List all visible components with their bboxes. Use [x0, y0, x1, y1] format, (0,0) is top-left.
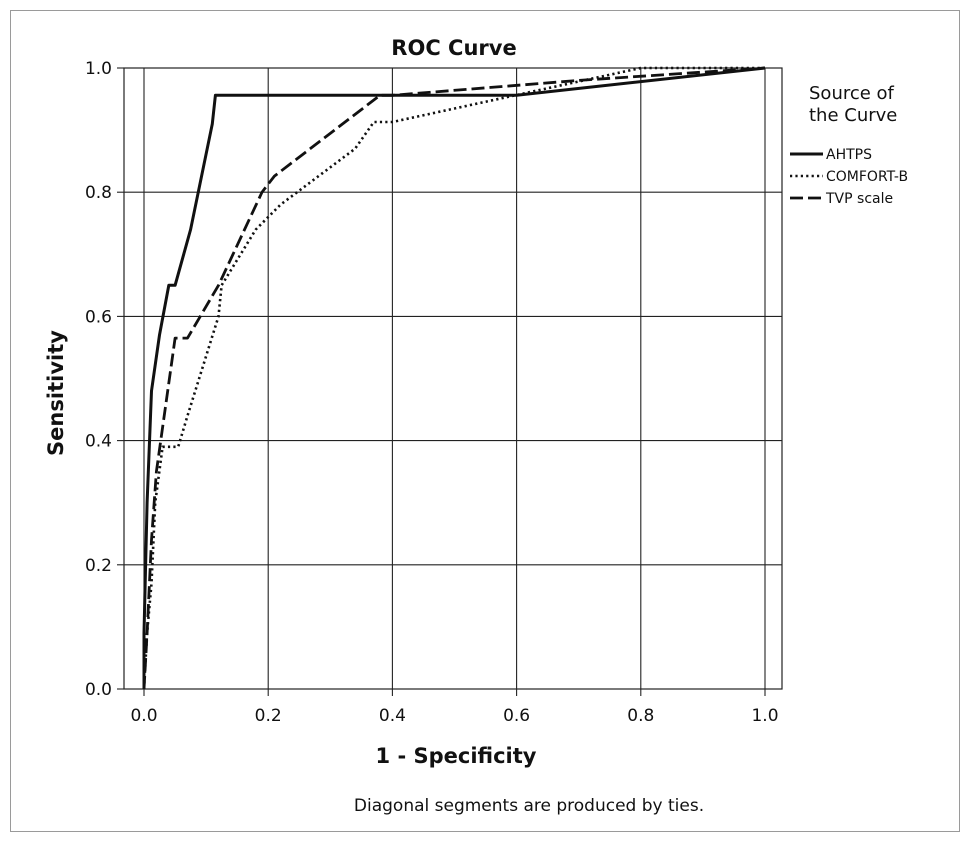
roc-chart: ROC Curve 0.0 0.2 0.4 0.6 0.8 1.0 0.00.20.40.… — [44, 36, 908, 816]
legend-item-tvp-scale: TVP scale — [790, 191, 893, 207]
series-line-ahtps — [142, 66, 766, 689]
y-tick-label: 0.0 — [85, 680, 112, 700]
x-axis-label: 1 - Specificity — [376, 744, 537, 768]
series-line-tvp-scale — [142, 66, 766, 690]
chart-frame: ROC Curve 0.0 0.2 0.4 0.6 0.8 1.0 0.0 0.2 0.4 0.… — [10, 10, 960, 832]
x-tick-label: 0.0 — [130, 706, 157, 726]
legend-label: COMFORT-B — [826, 169, 908, 185]
y-tick-label: 0.8 — [85, 183, 112, 203]
series-line-comfort-b — [142, 66, 765, 690]
y-tick-label: 0.2 — [85, 556, 112, 576]
x-tick-label: 0.2 — [255, 706, 282, 726]
legend: Source of the Curve AHTPS COMFORT-B TVP sc… — [790, 83, 908, 207]
y-axis-label: Sensitivity — [44, 330, 68, 456]
x-tick-label: 1.0 — [751, 706, 778, 726]
x-tick-label: 0.8 — [627, 706, 654, 726]
legend-title-line-2: the Curve — [809, 105, 897, 126]
x-tick-label: 0.4 — [379, 706, 406, 726]
x-axis-ticks: 0.0 0.2 0.4 0.6 0.8 1.0 — [130, 689, 779, 726]
x-tick-label: 0.6 — [503, 706, 530, 726]
legend-label: TVP scale — [825, 191, 893, 207]
grid-lines — [124, 67, 782, 690]
footnote: Diagonal segments are produced by ties. — [354, 796, 704, 816]
y-tick-label: 0.4 — [85, 432, 112, 452]
legend-item-ahtps: AHTPS — [790, 147, 872, 163]
y-tick-label: 1.0 — [85, 59, 112, 79]
legend-label: AHTPS — [826, 147, 872, 163]
plot-area — [123, 67, 783, 690]
y-axis-ticks: 0.0 0.2 0.4 0.6 0.8 1.0 — [85, 59, 124, 700]
y-tick-label: 0.6 — [85, 307, 112, 327]
legend-item-comfort-b: COMFORT-B — [790, 169, 908, 185]
legend-title-line-1: Source of — [809, 83, 895, 104]
series-lines — [142, 66, 766, 690]
chart-title: ROC Curve — [391, 36, 516, 60]
